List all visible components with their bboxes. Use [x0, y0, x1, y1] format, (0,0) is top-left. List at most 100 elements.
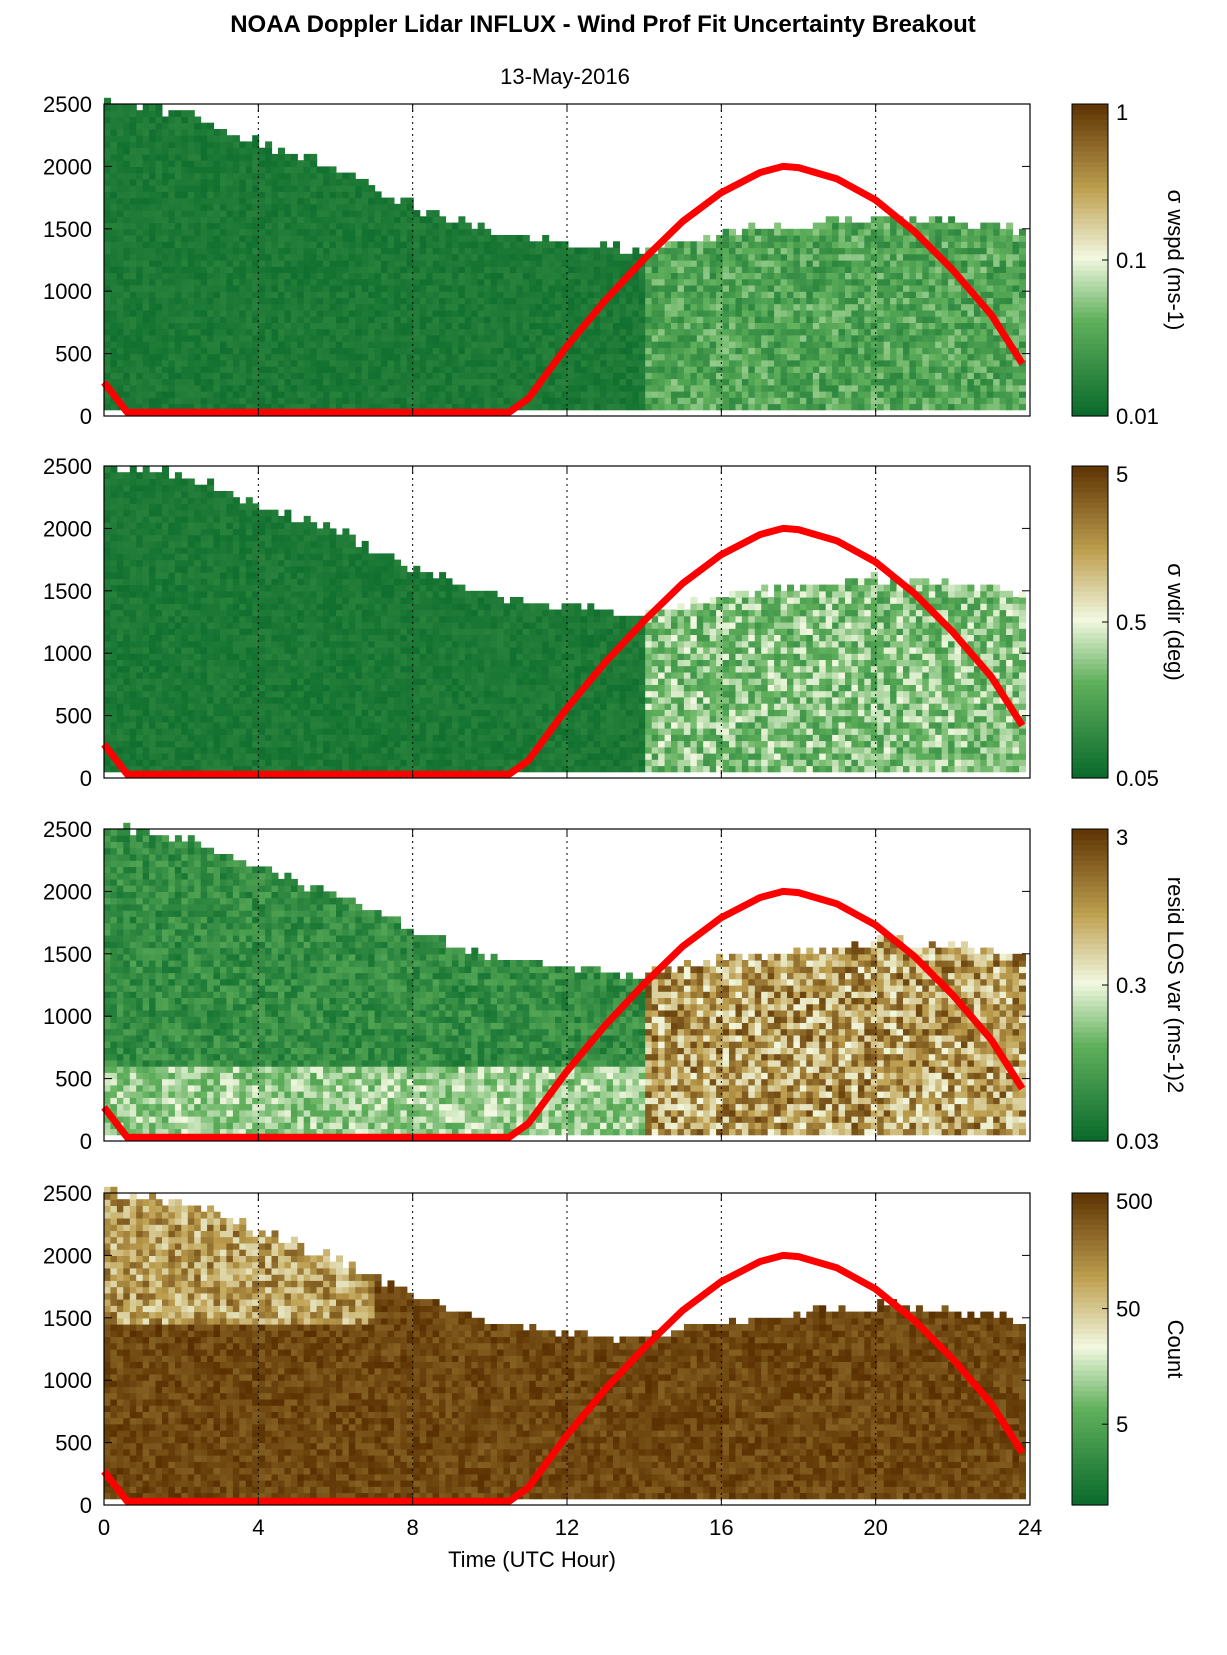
- heatmap-cell: [819, 372, 827, 380]
- heatmap-cell: [509, 359, 517, 367]
- heatmap-cell: [232, 384, 240, 392]
- heatmap-cell: [432, 353, 440, 361]
- heatmap-cell: [394, 253, 401, 261]
- heatmap-cell: [149, 129, 157, 136]
- heatmap-cell: [258, 235, 266, 242]
- heatmap-cell: [1019, 316, 1026, 323]
- heatmap-cell: [207, 347, 215, 355]
- heatmap-cell: [542, 316, 550, 323]
- heatmap-cell: [522, 328, 530, 336]
- heatmap-cell: [451, 372, 459, 380]
- heatmap-cell: [168, 322, 176, 330]
- heatmap-cell: [793, 247, 801, 255]
- heatmap-cell: [941, 322, 949, 330]
- heatmap-cell: [381, 328, 389, 336]
- heatmap-cell: [181, 141, 189, 149]
- heatmap-cell: [729, 322, 736, 330]
- heatmap-cell: [735, 366, 743, 373]
- heatmap-cell: [323, 253, 331, 261]
- heatmap-cell: [426, 216, 434, 224]
- heatmap-cell: [213, 141, 221, 149]
- heatmap-cell: [368, 316, 376, 323]
- heatmap-cell: [980, 334, 988, 342]
- heatmap-cell: [787, 266, 794, 273]
- heatmap-cell: [329, 384, 337, 392]
- heatmap-cell: [187, 322, 195, 330]
- heatmap-cell: [851, 297, 859, 305]
- heatmap-cell: [484, 384, 492, 392]
- heatmap-cell: [490, 266, 498, 273]
- heatmap-cell: [239, 303, 247, 311]
- heatmap-cell: [941, 285, 949, 292]
- heatmap-cell: [664, 334, 672, 342]
- heatmap-cell: [374, 353, 382, 361]
- heatmap-cell: [155, 297, 163, 305]
- heatmap-cell: [232, 228, 240, 236]
- heatmap-cell: [787, 322, 794, 330]
- heatmap-cell: [877, 316, 885, 323]
- heatmap-cell: [683, 341, 691, 348]
- heatmap-cell: [535, 316, 543, 323]
- heatmap-cell: [187, 372, 195, 380]
- heatmap-cell: [741, 334, 749, 342]
- heatmap-cell: [258, 210, 266, 217]
- heatmap-cell: [729, 391, 736, 398]
- colorbar-segment: [1072, 296, 1108, 303]
- heatmap-cell: [542, 328, 550, 336]
- heatmap-cell: [181, 129, 189, 136]
- heatmap-cell: [787, 359, 794, 367]
- heatmap-cell: [162, 260, 169, 267]
- heatmap-cell: [961, 359, 968, 367]
- heatmap-cell: [548, 328, 556, 336]
- heatmap-cell: [497, 347, 504, 355]
- heatmap-cell: [696, 297, 704, 305]
- heatmap-cell: [426, 303, 434, 311]
- heatmap-cell: [200, 129, 208, 136]
- heatmap-cell: [664, 316, 672, 323]
- heatmap-cell: [890, 303, 898, 311]
- heatmap-cell: [593, 366, 601, 373]
- heatmap-cell: [220, 297, 227, 305]
- heatmap-cell: [651, 372, 659, 380]
- heatmap-cell: [703, 341, 711, 348]
- heatmap-cell: [651, 285, 659, 292]
- heatmap-cell: [374, 397, 382, 405]
- heatmap-cell: [741, 328, 749, 336]
- heatmap-cell: [149, 303, 157, 311]
- heatmap-cell: [278, 178, 285, 186]
- heatmap-cell: [245, 141, 253, 149]
- heatmap-cell: [220, 153, 227, 161]
- heatmap-cell: [297, 235, 305, 242]
- heatmap-cell: [316, 191, 324, 199]
- heatmap-cell: [948, 341, 956, 348]
- heatmap-cell: [696, 316, 704, 323]
- heatmap-cell: [645, 272, 653, 280]
- heatmap-cell: [213, 278, 221, 286]
- heatmap-cell: [290, 316, 298, 323]
- heatmap-cell: [226, 278, 234, 286]
- heatmap-cell: [174, 328, 182, 336]
- heatmap-cell: [941, 272, 949, 280]
- heatmap-cell: [509, 328, 517, 336]
- heatmap-cell: [316, 185, 324, 192]
- heatmap-cell: [658, 316, 666, 323]
- heatmap-cell: [142, 272, 150, 280]
- heatmap-cell: [548, 322, 556, 330]
- heatmap-cell: [162, 241, 169, 249]
- heatmap-cell: [497, 397, 504, 405]
- heatmap-cell: [954, 359, 962, 367]
- heatmap-cell: [316, 334, 324, 342]
- heatmap-cell: [658, 359, 666, 367]
- heatmap-cell: [245, 197, 253, 205]
- heatmap-cell: [825, 278, 833, 286]
- heatmap-cell: [774, 260, 782, 267]
- heatmap-cell: [754, 353, 762, 361]
- heatmap-cell: [903, 285, 910, 292]
- heatmap-cell: [845, 309, 852, 317]
- heatmap-cell: [928, 378, 936, 386]
- heatmap-cell: [258, 322, 266, 330]
- heatmap-cell: [877, 403, 885, 411]
- heatmap-cell: [284, 172, 292, 180]
- heatmap-cell: [999, 272, 1007, 280]
- heatmap-cell: [220, 197, 227, 205]
